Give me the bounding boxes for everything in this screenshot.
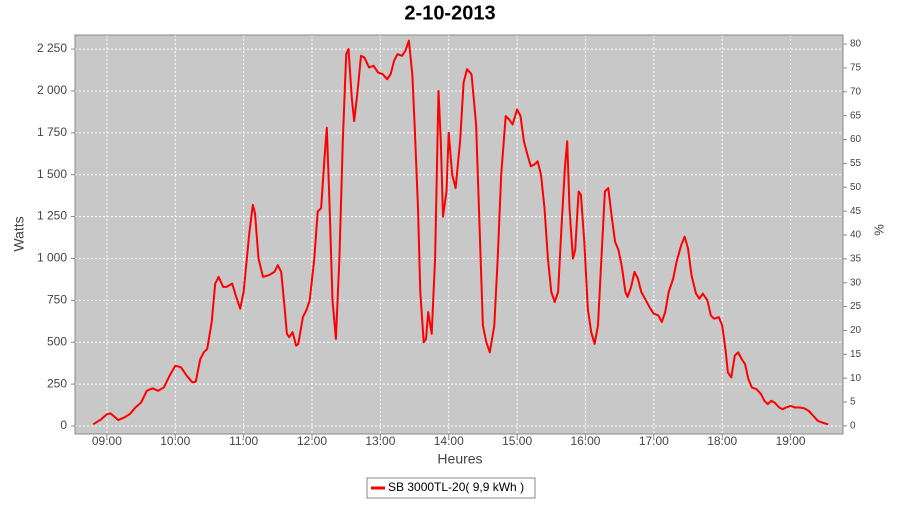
x-tick-label: 14:00 [434,434,464,448]
y2-tick-label: 30 [850,277,862,288]
x-tick-label: 15:00 [502,434,532,448]
y2-tick-label: 35 [850,253,862,264]
y-tick-label: 750 [47,293,67,307]
y-tick-label: 1 250 [37,209,67,223]
y2-tick-label: 50 [850,182,862,193]
y2-tick-label: 60 [850,134,862,145]
y2-tick-label: 70 [850,86,862,97]
y-tick-label: 1 500 [37,167,67,181]
plot-area [75,35,843,434]
x-tick-label: 18:00 [707,434,737,448]
x-tick-label: 11:00 [229,434,258,448]
y-tick-label: 2 000 [37,83,67,97]
x-tick-label: 09:00 [92,434,122,448]
legend-label: SB 3000TL-20( 9,9 kWh ) [388,480,524,494]
y2-tick-label: 15 [850,349,862,360]
y-axis-label: Watts [11,216,27,251]
plot-border [74,34,844,435]
y-tick-label: 500 [47,334,67,348]
y2-tick-label: 10 [850,373,862,384]
y2-tick-label: 75 [850,63,862,74]
x-tick-label: 10:00 [160,434,190,448]
y-tick-label: 250 [47,376,67,390]
y2-tick-label: 80 [850,39,862,50]
x-tick-label: 13:00 [365,434,395,448]
y2-tick-label: 20 [850,325,862,336]
y-tick-label: 0 [60,418,67,432]
x-tick-label: 19:00 [776,434,806,448]
x-tick-label: 16:00 [570,434,600,448]
y-tick-label: 2 250 [37,41,67,55]
x-tick-label: 17:00 [639,434,669,448]
y2-tick-label: 45 [850,206,862,217]
y2-tick-label: 0 [850,421,856,432]
y2-tick-label: 65 [850,110,862,121]
y2-tick-label: 5 [850,397,856,408]
x-tick-label: 12:00 [297,434,327,448]
y-tick-label: 1 000 [37,251,67,265]
legend-box [366,477,536,499]
x-axis-label: Heures [437,451,482,467]
chart-title: 2-10-2013 [404,2,495,24]
y2-tick-label: 40 [850,230,862,241]
y2-tick-label: 55 [850,158,862,169]
series-line [92,39,829,426]
y2-axis-label: % [871,224,886,236]
y2-tick-label: 25 [850,301,862,312]
y-tick-label: 1 750 [37,125,67,139]
